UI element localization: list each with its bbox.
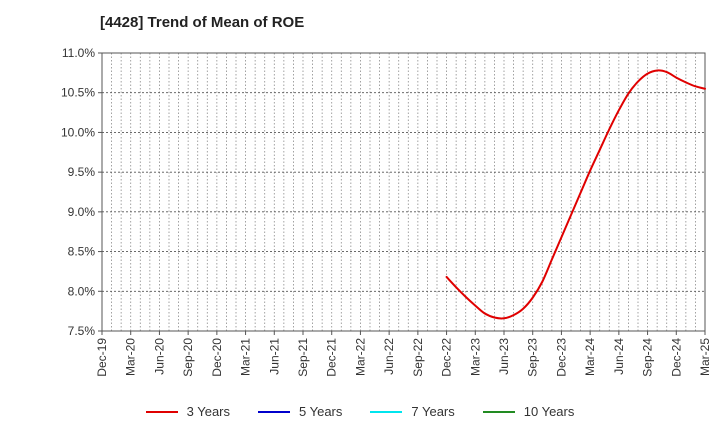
x-tick-label: Mar-22	[353, 338, 367, 376]
legend-label: 10 Years	[523, 404, 575, 419]
legend-item-10-years: 10 Years	[482, 404, 575, 419]
y-tick-label: 9.5%	[68, 165, 96, 179]
x-tick-label: Mar-24	[583, 338, 597, 376]
x-tick-label: Dec-20	[210, 338, 224, 377]
x-tick-label: Jun-22	[382, 338, 396, 375]
legend-item-7-years: 7 Years	[370, 404, 455, 419]
legend-swatch	[482, 410, 515, 413]
y-tick-label: 10.0%	[61, 125, 95, 139]
chart-area: 7.5% 8.0% 8.5% 9.0% 9.5% 10.0% 10.5% 11.0% Dec-1…	[61, 46, 712, 377]
axes: 7.5% 8.0% 8.5% 9.0% 9.5% 10.0% 10.5% 11.0% Dec-1…	[61, 46, 712, 377]
x-tick-label: Jun-23	[497, 338, 511, 375]
legend-swatch	[258, 410, 290, 413]
x-tick-label: Sep-21	[296, 338, 310, 377]
y-tick-label: 9.0%	[68, 205, 96, 219]
x-tick-label: Dec-24	[669, 338, 683, 377]
x-tick-label: Dec-21	[325, 338, 339, 377]
legend-item-3-years: 3 Years	[145, 404, 230, 419]
y-tick-label: 10.5%	[61, 86, 95, 100]
y-tick-label: 8.5%	[68, 245, 96, 259]
x-tick-label: Jun-20	[152, 338, 166, 375]
x-tick-label: Dec-22	[440, 338, 454, 377]
series-layer	[445, 69, 706, 320]
y-tick-label: 11.0%	[62, 46, 95, 60]
x-tick-label: Mar-20	[124, 338, 138, 376]
x-tick-label: Mar-21	[239, 338, 253, 376]
legend: 3 Years 5 Years 7 Years 10 Years	[0, 404, 720, 419]
chart-title: [4428] Trend of Mean of ROE	[100, 14, 305, 31]
grid	[102, 53, 705, 331]
legend-label: 3 Years	[186, 404, 230, 419]
x-tick-label: Mar-25	[698, 338, 712, 376]
legend-swatch	[145, 410, 178, 413]
x-tick-label: Sep-22	[411, 338, 425, 377]
y-tick-label: 7.5%	[68, 324, 96, 338]
legend-swatch	[370, 410, 403, 413]
series-line-3-years	[445, 69, 706, 320]
x-tick-label: Sep-24	[641, 338, 655, 377]
legend-label: 7 Years	[411, 404, 455, 419]
x-tick-label: Jun-24	[612, 338, 626, 375]
x-tick-label: Jun-21	[267, 338, 281, 375]
x-tick-label: Sep-23	[526, 338, 540, 377]
x-tick-label: Sep-20	[181, 338, 195, 377]
plot-frame	[101, 52, 706, 332]
legend-item-5-years: 5 Years	[258, 404, 342, 419]
y-tick-label: 8.0%	[68, 284, 96, 298]
x-tick-label: Mar-23	[468, 338, 482, 376]
x-tick-label: Dec-19	[95, 338, 109, 377]
legend-label: 5 Years	[299, 404, 343, 419]
x-tick-label: Dec-23	[554, 338, 568, 377]
